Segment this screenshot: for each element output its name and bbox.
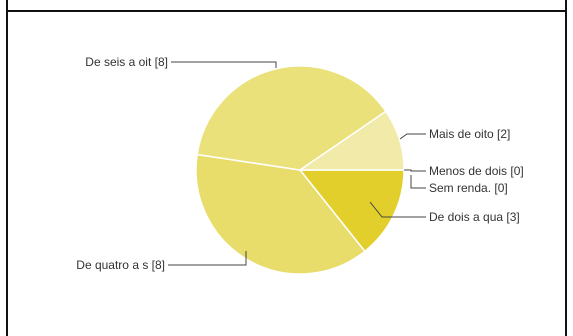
leader-line-0 (369, 201, 426, 218)
pie-slice-3 (297, 110, 405, 171)
frame-top-tick-left (6, 0, 8, 10)
pie-slice-2 (196, 65, 387, 171)
frame-border-top (6, 10, 567, 12)
pie-slice-1 (195, 153, 366, 275)
slice-label-5: Sem renda. [0] (429, 181, 508, 195)
slice-label-0: De dois a qua [3] (429, 210, 520, 224)
leader-line-3 (399, 133, 426, 140)
slice-label-1: De quatro a s [8] (76, 258, 165, 272)
frame-top-tick-right (565, 0, 567, 10)
slice-label-3: Mais de oito [2] (429, 127, 510, 141)
leader-line-5 (410, 175, 426, 189)
frame-border-left (6, 10, 8, 336)
slice-label-4: Menos de dois [0] (429, 164, 524, 178)
slice-label-2: De seis a oit [8] (85, 55, 168, 69)
leader-line-4 (404, 169, 426, 172)
frame-border-right (565, 10, 567, 336)
leader-line-2 (171, 61, 277, 68)
pie-slice-0 (298, 169, 405, 253)
leader-line-1 (168, 251, 247, 266)
